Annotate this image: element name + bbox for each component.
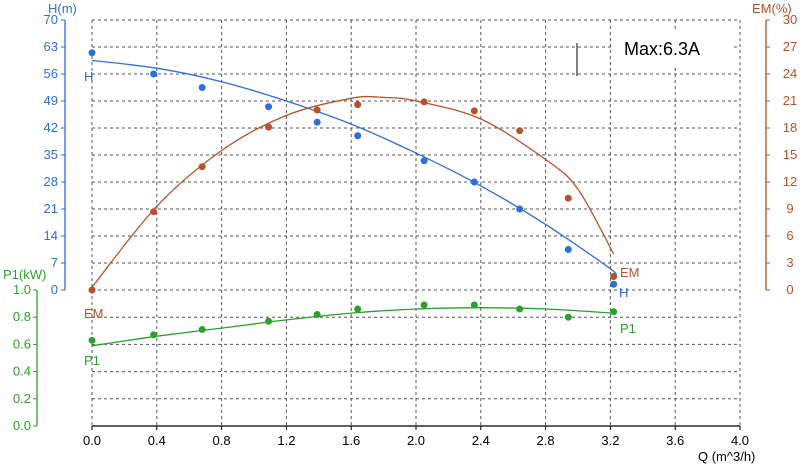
h-data-point — [150, 70, 158, 78]
h-axis-tick-label: 63 — [44, 39, 58, 54]
h-axis-tick-label: 14 — [44, 228, 58, 243]
data-points — [88, 49, 618, 344]
max-current-annotation: Max:6.3A — [624, 39, 700, 59]
series-labels: H H EM EM P1 P1 — [84, 69, 640, 368]
p1-axis-tick-label: 0.6 — [13, 336, 31, 351]
em-data-point — [470, 107, 478, 115]
h-data-point — [564, 246, 572, 253]
em-data-point — [313, 106, 321, 114]
em-data-point — [198, 163, 206, 171]
p1-axis-tick-label: 0.8 — [13, 309, 31, 324]
x-axis-tick-label: 2.4 — [472, 433, 490, 448]
em-axis-tick-label: 24 — [783, 66, 797, 81]
em-axis-tick-label: 15 — [783, 147, 797, 162]
x-axis-tick-label: 2.0 — [407, 433, 425, 448]
x-axis-tick-label: 3.2 — [601, 433, 619, 448]
x-axis-tick-label: 0.0 — [83, 433, 101, 448]
h-axis-tick-label: 21 — [44, 201, 58, 216]
h-axis-tick-label: 42 — [44, 120, 58, 135]
em-data-point — [88, 286, 96, 294]
p1-axis-tick-label: 0.4 — [13, 364, 31, 379]
p1-data-point — [150, 331, 158, 339]
h-curve — [91, 59, 617, 276]
em-curve — [91, 95, 615, 288]
p1-data-point — [88, 336, 96, 344]
p1-axis-tick-label: 0.0 — [13, 418, 31, 433]
em-data-point — [265, 123, 273, 131]
em-data-point — [610, 273, 618, 280]
h-data-point — [516, 205, 524, 213]
p1-axis-tick-label: 1.0 — [13, 282, 31, 297]
p1-data-point — [564, 313, 572, 321]
em-axis-tick-label: 12 — [783, 174, 797, 189]
em-end-label: EM — [620, 265, 640, 280]
x-axis-tick-label: 0.4 — [148, 433, 166, 448]
h-data-point — [198, 84, 206, 91]
em-axis-tick-label: 6 — [786, 228, 793, 243]
p1-end-label: P1 — [620, 321, 636, 336]
h-data-point — [313, 118, 321, 126]
p1-data-point — [470, 301, 478, 309]
x-axis-tick-label: 4.0 — [731, 433, 749, 448]
h-data-point — [610, 280, 618, 288]
h-axis-tick-label: 56 — [44, 66, 58, 81]
p1-axis-title: P1(kW) — [3, 267, 46, 282]
x-axis-tick-label: 3.6 — [666, 433, 684, 448]
p1-data-point — [610, 308, 618, 316]
p1-start-label: P1 — [84, 353, 100, 368]
em-axis-tick-label: 27 — [783, 39, 797, 54]
h-axis-tick-label: 0 — [51, 282, 58, 297]
p1-data-point — [420, 301, 428, 309]
h-data-point — [420, 157, 428, 165]
h-end-label: H — [619, 285, 628, 300]
h-data-point — [354, 132, 362, 140]
em-axis-tick-label: 30 — [783, 12, 797, 27]
em-axis-tick-label: 18 — [783, 120, 797, 135]
em-axis-tick-label: 0 — [786, 282, 793, 297]
h-data-point — [265, 103, 273, 111]
p1-data-point — [265, 317, 273, 325]
p1-data-point — [313, 310, 321, 318]
em-data-point — [354, 101, 362, 109]
x-axis-tick-label: 2.8 — [537, 433, 555, 448]
h-axis-tick-label: 35 — [44, 147, 58, 162]
grid — [91, 19, 741, 427]
em-axis-title: EM(%) — [752, 1, 792, 16]
x-axis-tick-label: 0.8 — [213, 433, 231, 448]
x-axis-title: Q (m^3/h) — [698, 449, 755, 464]
em-data-point — [516, 127, 524, 135]
h-axis-tick-label: 49 — [44, 93, 58, 108]
p1-curve — [91, 307, 614, 347]
p1-axis-tick-label: 0.2 — [13, 391, 31, 406]
h-axis-tick-label: 7 — [51, 255, 58, 270]
x-axis-tick-label: 1.2 — [277, 433, 295, 448]
em-data-point — [150, 208, 158, 216]
p1-data-point — [516, 305, 524, 313]
h-axis-tick-label: 70 — [44, 12, 58, 27]
em-data-point — [564, 194, 572, 202]
em-data-point — [420, 98, 428, 106]
x-axis-tick-label: 1.6 — [342, 433, 360, 448]
h-axis-tick-label: 28 — [44, 174, 58, 189]
h-axis-title: H(m) — [48, 1, 77, 16]
h-data-point — [88, 49, 96, 57]
p1-data-point — [354, 305, 362, 313]
em-axis-tick-label: 3 — [786, 255, 793, 270]
h-start-label: H — [84, 69, 93, 84]
curves — [91, 59, 617, 347]
axes: 706356494235282114703027242118151296301.… — [3, 1, 797, 464]
em-start-label: EM — [84, 306, 104, 321]
annotation-box — [612, 30, 732, 66]
h-data-point — [470, 178, 478, 186]
em-axis-tick-label: 21 — [783, 93, 797, 108]
em-axis-tick-label: 9 — [786, 201, 793, 216]
p1-data-point — [198, 325, 206, 333]
